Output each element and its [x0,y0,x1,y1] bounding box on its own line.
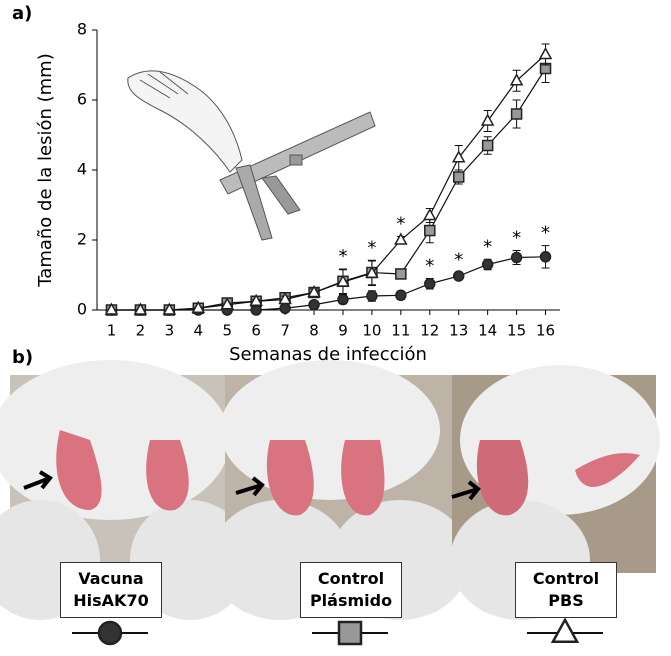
marker [365,265,379,278]
significance-mark: * [367,237,376,258]
marker [307,284,321,298]
marker [481,258,494,271]
x-axis-title: Semanas de infección [229,344,427,365]
series [104,43,553,315]
legend-text: Control PBS [532,569,600,610]
significance-mark: * [483,236,492,257]
x-tick-label: 12 [420,322,439,340]
marker [538,46,553,60]
legend-symbol [72,620,148,646]
legend-symbol [312,620,388,646]
legend-label: Control PBS [515,562,617,618]
marker [162,302,177,315]
x-tick-label: 1 [107,322,117,340]
marker [510,251,523,264]
x-tick-label: 8 [309,322,319,340]
x-tick-label: 15 [507,322,526,340]
marker [510,108,523,120]
x-tick-label: 6 [251,322,261,340]
x-tick-label: 3 [165,322,175,340]
marker [550,617,580,644]
panel-label: b) [12,347,33,368]
marker [337,293,349,306]
marker [480,113,495,126]
marker [424,278,436,290]
legend-label: Control Plásmido [300,562,402,618]
marker [451,150,466,163]
inset-illustration [127,70,376,241]
significance-mark: * [338,246,347,267]
significance-mark: * [541,223,550,244]
marker [481,139,494,152]
marker [394,232,408,245]
x-tick-label: 2 [136,322,146,340]
marker [366,290,378,302]
y-tick-label: 8 [77,20,87,39]
marker [278,291,292,305]
marker [539,251,552,263]
panel-label: a) [12,3,32,24]
marker [133,302,148,315]
y-axis-title: Tamaño de la lesión (mm) [35,53,56,287]
marker [249,293,263,306]
marker [336,274,350,287]
significance-mark: * [512,228,521,249]
y-tick-label: 0 [77,300,87,319]
marker [191,300,206,313]
series-line [111,256,546,311]
significance-mark: * [396,214,405,235]
x-tick-label: 9 [338,322,348,340]
marker [395,268,407,280]
x-tick-label: 4 [194,322,204,340]
marker [308,299,320,311]
marker [104,302,119,315]
legend-label: Vacuna HisAK70 [60,562,162,618]
marker [279,302,291,314]
marker [220,297,234,310]
marker [337,620,363,646]
series-line [111,54,546,311]
x-tick-label: 11 [391,322,410,340]
marker [423,207,437,221]
x-tick-label: 7 [280,322,290,340]
y-tick-label: 2 [77,230,87,249]
x-tick-label: 10 [362,322,381,340]
x-tick-label: 5 [222,322,232,340]
legend-text: Vacuna HisAK70 [73,569,149,610]
marker [424,224,436,237]
significance-mark: * [454,250,463,271]
x-tick-label: 13 [449,322,468,340]
significance-mark: * [425,256,434,277]
y-tick-label: 4 [77,160,87,179]
marker [452,171,465,183]
marker [395,289,407,302]
marker [509,73,524,86]
marker [97,620,123,646]
x-tick-label: 16 [536,322,555,340]
x-tick-label: 14 [478,322,497,340]
legend-text: Control Plásmido [309,569,393,610]
legend-symbol [527,617,603,644]
marker [452,270,465,282]
y-tick-label: 6 [77,90,87,109]
